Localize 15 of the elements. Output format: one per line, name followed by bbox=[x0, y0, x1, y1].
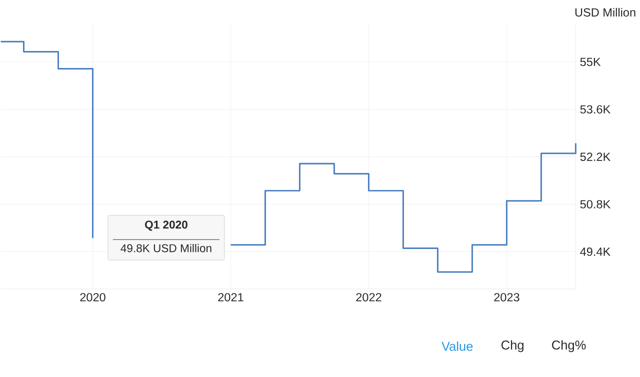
y-tick-label: 49.4K bbox=[580, 248, 610, 256]
annotation: 49.8K USD Million bbox=[120, 244, 212, 252]
annotation: Q1 2020 bbox=[145, 220, 188, 231]
x-tick-label: 2020 bbox=[80, 293, 106, 302]
x-tick-label: 2021 bbox=[218, 293, 244, 302]
text: Chg bbox=[502, 340, 524, 352]
x-tick-label: 2023 bbox=[494, 293, 520, 302]
x-tick-label: 2022 bbox=[356, 293, 382, 302]
y-tick-label: 55K bbox=[580, 58, 601, 66]
text: Chg% bbox=[552, 340, 586, 352]
y-tick-label: 53.6K bbox=[580, 105, 610, 114]
y-tick-label: 52.2K bbox=[580, 152, 610, 162]
text: Value bbox=[442, 342, 473, 351]
y-axis-title: USD Million bbox=[575, 8, 636, 17]
y-tick-label: 50.8K bbox=[580, 200, 610, 209]
